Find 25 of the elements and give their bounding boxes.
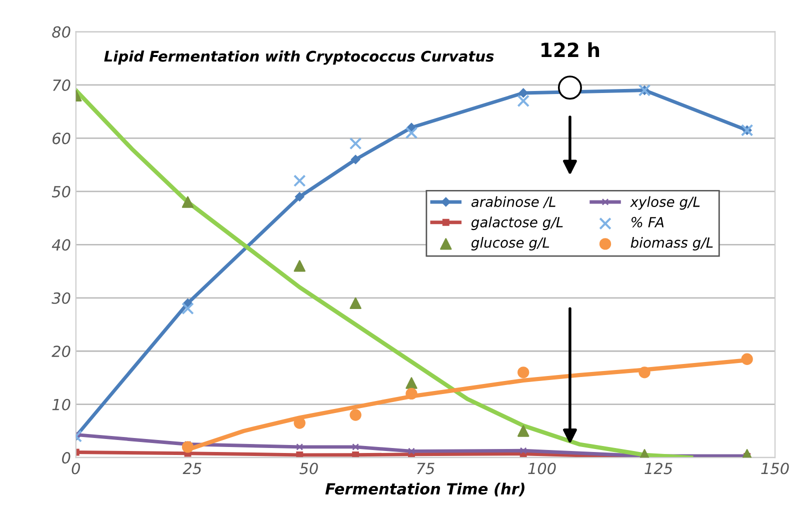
text: Lipid Fermentation with Cryptococcus Curvatus	[104, 50, 494, 65]
y-tick-label: 50	[52, 186, 70, 198]
x-tick-label: 50	[300, 462, 318, 474]
x-tick-label: 75	[417, 462, 434, 474]
x-tick-label: 0	[72, 462, 80, 474]
y-tick-label: 20	[52, 346, 70, 358]
legend-label: % FA	[632, 216, 664, 228]
legend-label: arabinose /L	[471, 196, 556, 208]
legend-label: biomass g/L	[630, 237, 713, 250]
legend-label: galactose g/L	[471, 216, 563, 230]
y-tick-label: 70	[53, 79, 70, 91]
legend-label: glucose g/L	[471, 237, 550, 250]
legend-label: xylose g/L	[630, 196, 700, 210]
y-tick-label: 60	[52, 132, 70, 144]
y-tick-label: 0	[62, 452, 70, 464]
y-tick-label: 30	[52, 292, 70, 304]
y-tick-label: 10	[52, 398, 70, 410]
x-tick-label: 25	[182, 462, 202, 474]
annotation: 122 h	[542, 42, 600, 57]
x-tick-label: 100	[528, 462, 556, 474]
y-tick-label: 40	[52, 239, 70, 251]
x-tick-label: 150	[761, 462, 789, 474]
y-tick-label: 80	[52, 26, 70, 38]
x-axis-title: Fermentation Time (hr)	[325, 482, 524, 496]
x-tick-label: 125	[644, 462, 672, 474]
